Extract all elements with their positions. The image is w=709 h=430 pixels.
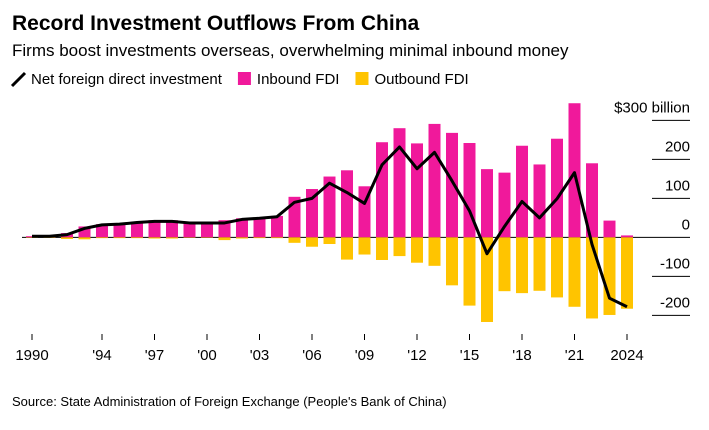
bar: [341, 237, 353, 260]
bar: [78, 237, 91, 240]
bar: [148, 220, 161, 238]
bar: [621, 235, 633, 238]
bar: [323, 237, 336, 244]
bar: [463, 237, 476, 306]
bar: [236, 218, 248, 238]
bar: [218, 220, 231, 238]
bar: [568, 237, 581, 307]
x-tick-label: '15: [460, 347, 480, 364]
bar: [271, 237, 283, 239]
bar: [323, 176, 336, 238]
x-tick-label: 1990: [15, 347, 48, 364]
x-tick-label: '03: [250, 347, 270, 364]
line: [32, 145, 628, 309]
bar: [113, 223, 126, 238]
bar: [183, 222, 196, 238]
bar: [586, 163, 598, 238]
legend-swatch: [237, 72, 251, 85]
bar: [218, 237, 231, 241]
legend-label: Net foreign direct investment: [31, 71, 223, 88]
bar: [446, 132, 458, 238]
x-tick-label: 2024: [610, 347, 643, 364]
bar: [376, 237, 388, 260]
y-tick-label: -200: [660, 294, 690, 311]
bar: [288, 237, 301, 243]
bar: [603, 220, 616, 238]
bar: [376, 142, 388, 238]
x-tick-label: '00: [197, 347, 217, 364]
bar: [148, 237, 161, 239]
legend: Net foreign direct investment Inbound FDI…: [10, 71, 469, 88]
bar: [533, 164, 546, 238]
bar: [411, 143, 423, 238]
bar: [533, 237, 546, 291]
bar: [621, 237, 633, 309]
bar: [551, 138, 563, 238]
y-tick-label: 100: [665, 177, 690, 194]
x-tick-label: '97: [145, 347, 165, 364]
x-tick-label: '18: [512, 347, 532, 364]
bar: [586, 237, 598, 319]
y-tick-label: 200: [665, 138, 690, 155]
bar: [446, 237, 458, 286]
bar: [271, 215, 283, 238]
bar: [96, 224, 108, 238]
legend-label: Outbound FDI: [374, 71, 468, 88]
lines: [32, 145, 628, 309]
bar: [236, 237, 248, 239]
bar: [306, 189, 318, 238]
x-tick-label: '94: [92, 347, 112, 364]
x-tick-label: '21: [565, 347, 585, 364]
bar: [428, 123, 441, 238]
chart-subtitle: Firms boost investments overseas, overwh…: [12, 41, 569, 60]
legend-label: Inbound FDI: [257, 71, 340, 88]
legend-swatch: [10, 71, 27, 88]
x-tick-label: '09: [355, 347, 375, 364]
legend-swatch: [355, 72, 369, 85]
bar: [498, 237, 511, 292]
y-tick-label: -100: [660, 255, 690, 272]
bar: [428, 237, 441, 266]
bar: [61, 237, 73, 239]
bar: [166, 237, 178, 239]
source: Source: State Administration of Foreign …: [12, 394, 447, 409]
bar: [603, 237, 616, 315]
bar: [341, 170, 353, 238]
bar: [131, 221, 143, 238]
y-tick-label: $300 billion: [614, 99, 690, 116]
axes: -200 -100 0 100 200 $300 billion 1990 '94 '97 '00…: [15, 99, 690, 364]
bar: [131, 237, 143, 239]
bar: [166, 220, 178, 238]
bar: [96, 237, 108, 239]
bar: [551, 237, 563, 298]
bars: [26, 103, 633, 322]
y-tick-label: 0: [682, 216, 690, 233]
x-tick-label: '06: [302, 347, 322, 364]
bar: [481, 169, 493, 238]
bar: [393, 128, 406, 238]
bar: [113, 237, 126, 239]
bar: [306, 237, 318, 247]
bar: [393, 237, 406, 257]
bar: [288, 196, 301, 238]
bar: [201, 222, 213, 238]
bar: [516, 145, 528, 238]
chart-title: Record Investment Outflows From China: [12, 12, 420, 35]
bar: [516, 237, 528, 294]
bar: [463, 143, 476, 238]
bar: [253, 217, 266, 238]
bar: [358, 237, 371, 255]
bar: [78, 226, 91, 238]
bar: [253, 237, 266, 239]
bar: [411, 237, 423, 263]
x-tick-label: '12: [407, 347, 427, 364]
bar: [568, 103, 581, 238]
bar: [481, 237, 493, 322]
